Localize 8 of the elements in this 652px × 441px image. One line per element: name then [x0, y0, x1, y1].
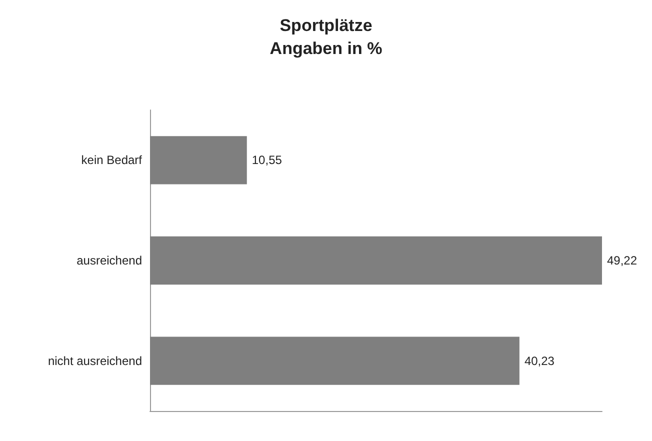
y-tick-label: nicht ausreichend — [48, 354, 142, 368]
y-tick-label: kein Bedarf — [81, 153, 143, 168]
data-label: 40,23 — [524, 354, 555, 368]
chart-title: Sportplätze — [280, 16, 372, 35]
data-label: 49,22 — [607, 254, 638, 268]
y-tick-label: ausreichend — [76, 254, 142, 268]
chart-subtitle: Angaben in % — [270, 39, 382, 58]
data-label: 10,55 — [252, 153, 282, 168]
